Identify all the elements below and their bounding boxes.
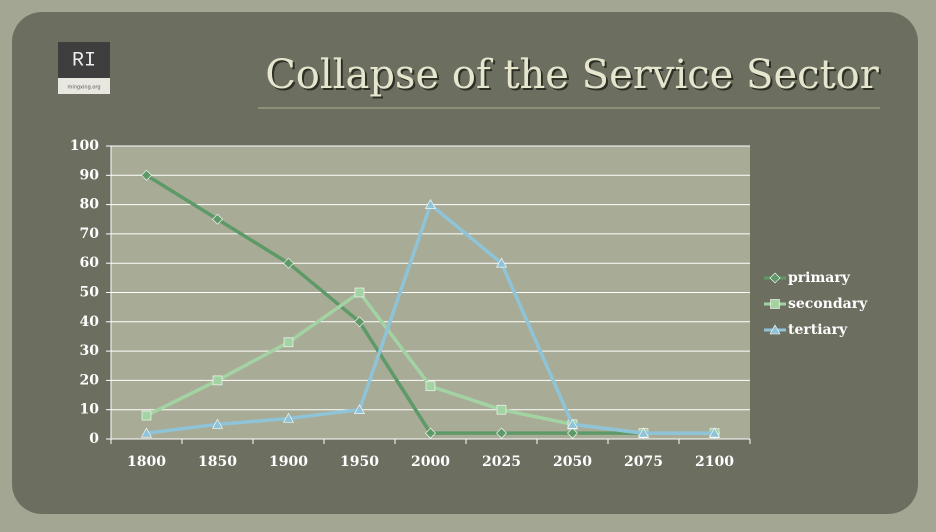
marker	[566, 418, 579, 429]
x-tick-label: 2025	[482, 454, 521, 470]
legend-label: primary	[788, 270, 851, 286]
y-tick-label: 100	[70, 138, 99, 154]
logo-mark-bg	[58, 42, 110, 78]
marker	[211, 418, 224, 429]
x-tick-label: 2050	[553, 454, 592, 470]
x-tick-label: 2100	[695, 454, 734, 470]
marker	[637, 427, 650, 438]
chart-title: Collapse of the Service Sector	[265, 52, 879, 98]
title-shadow: Collapse of the Service Sector	[267, 54, 881, 100]
marker	[283, 337, 294, 348]
marker	[495, 257, 508, 268]
logo-mark: RI	[72, 49, 96, 72]
marker	[425, 381, 436, 392]
marker	[424, 198, 437, 209]
y-tick-label: 0	[89, 431, 99, 447]
x-tick-label: 1800	[127, 454, 166, 470]
marker	[212, 375, 223, 386]
y-tick-label: 30	[80, 343, 100, 359]
marker	[496, 404, 507, 415]
x-tick-label: 1950	[340, 454, 379, 470]
marker	[282, 412, 295, 423]
y-tick-label: 50	[80, 285, 100, 301]
legend-label: secondary	[788, 296, 868, 312]
marker	[708, 427, 721, 438]
legend-marker	[770, 299, 780, 309]
marker	[140, 427, 153, 438]
marker	[354, 287, 365, 298]
legend-marker	[769, 324, 781, 335]
marker	[141, 169, 152, 181]
legend-label: tertiary	[788, 322, 848, 338]
legend-marker	[769, 272, 781, 284]
y-tick-label: 10	[80, 402, 100, 418]
x-tick-label: 2000	[411, 454, 450, 470]
marker	[496, 427, 507, 439]
y-tick-label: 40	[80, 314, 100, 330]
marker	[354, 316, 365, 328]
x-tick-label: 1900	[269, 454, 308, 470]
marker	[212, 213, 223, 225]
marker	[567, 427, 578, 439]
logo-caption: mingxing.org	[67, 85, 100, 91]
marker	[353, 404, 366, 415]
marker	[283, 257, 294, 269]
x-tick-label: 2075	[624, 454, 663, 470]
y-tick-label: 70	[80, 226, 100, 242]
y-tick-label: 80	[80, 197, 100, 213]
x-tick-label: 1850	[198, 454, 237, 470]
marker	[425, 427, 436, 439]
y-tick-label: 20	[80, 372, 100, 388]
y-tick-label: 60	[80, 255, 100, 271]
marker	[141, 410, 152, 421]
y-tick-label: 90	[80, 167, 100, 183]
